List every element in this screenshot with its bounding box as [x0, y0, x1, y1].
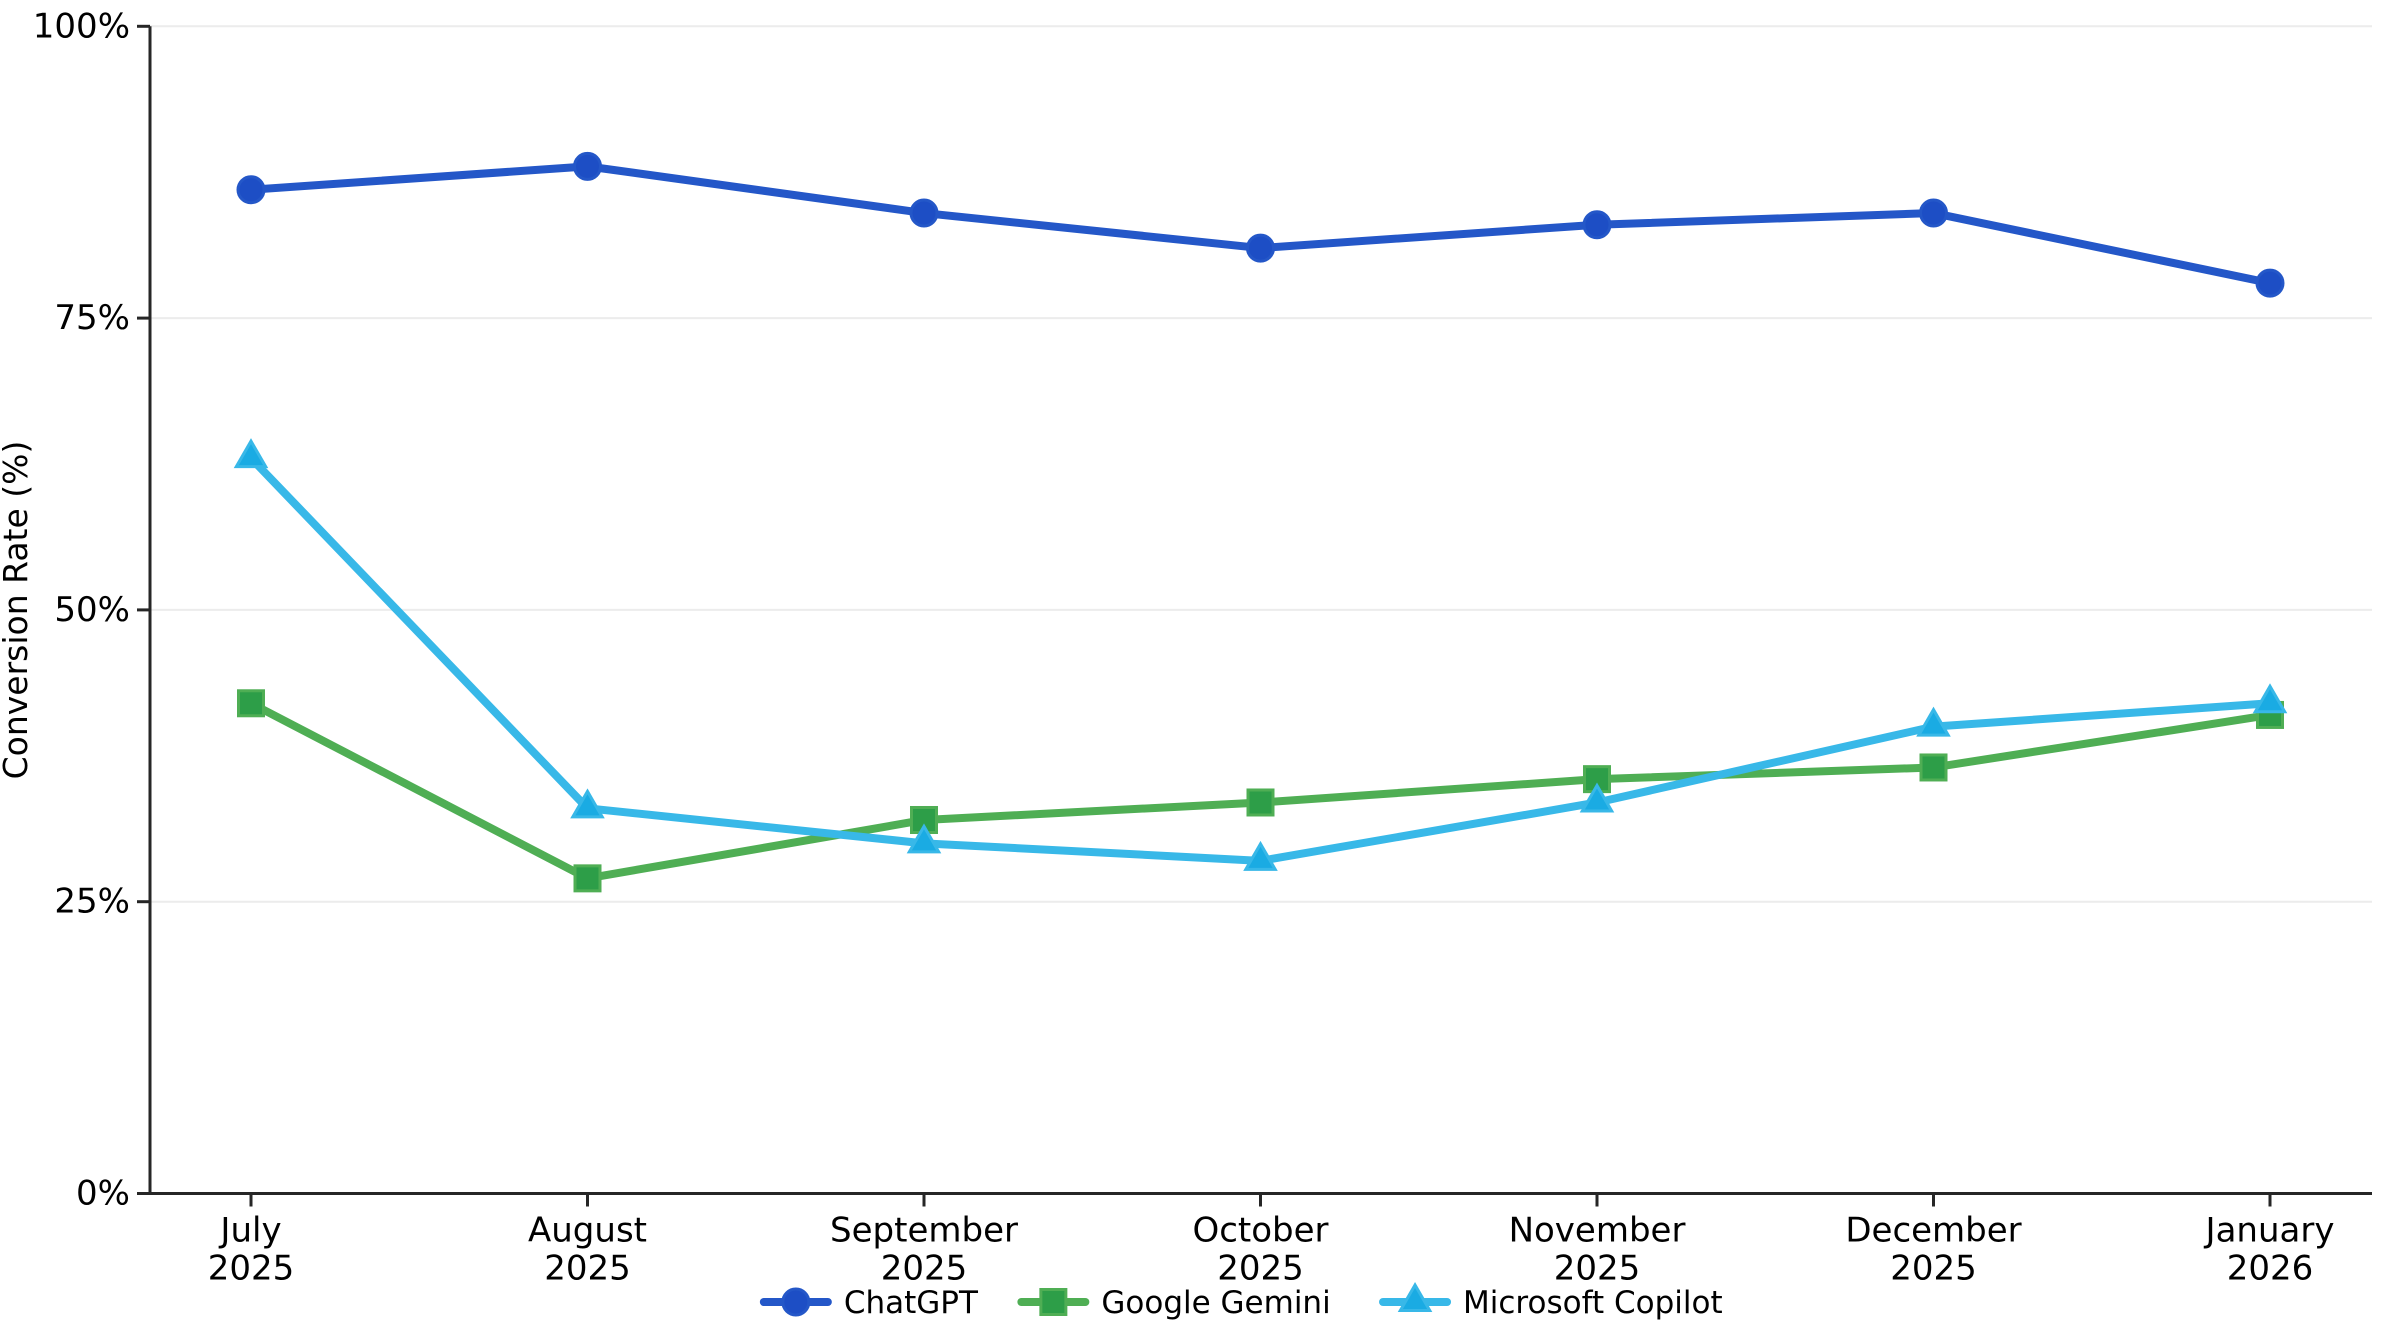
data-point-microsoft-copilot-0 — [233, 438, 269, 469]
x-tick-label-year-july-2025: 2025 — [208, 1249, 295, 1289]
legend-circle-icon-chatgpt — [781, 1287, 811, 1317]
y-tick-label-0%: 0% — [76, 1174, 130, 1214]
y-tick-label-75%: 75% — [54, 298, 130, 338]
data-point-chatgpt-0 — [236, 175, 266, 205]
legend-label-google-gemini: Google Gemini — [1101, 1285, 1330, 1321]
data-point-microsoft-copilot-6 — [2252, 683, 2288, 714]
legend-triangle-icon-microsoft-copilot — [1397, 1281, 1433, 1312]
data-point-microsoft-copilot-1 — [570, 788, 605, 819]
data-point-chatgpt-5 — [1919, 198, 1948, 228]
series-layer — [233, 151, 2288, 893]
x-tick-label-year-october-2025: 2025 — [1217, 1249, 1304, 1289]
data-point-google-gemini-0 — [237, 689, 265, 718]
data-point-chatgpt-6 — [2255, 268, 2285, 298]
data-point-chatgpt-3 — [1246, 233, 1275, 263]
x-tick-label-month-september-2025: September — [830, 1211, 1018, 1251]
x-tick-label-year-august-2025: 2025 — [544, 1249, 631, 1289]
x-tick-label-month-october-2025: October — [1192, 1211, 1328, 1251]
data-point-chatgpt-1 — [573, 151, 602, 181]
legend-label-microsoft-copilot: Microsoft Copilot — [1463, 1285, 1723, 1321]
x-tick-label-month-july-2025: July — [218, 1211, 281, 1251]
legend-label-chatgpt: ChatGPT — [844, 1285, 979, 1321]
x-tick-label-year-december-2025: 2025 — [1890, 1249, 1977, 1289]
legend-square-icon-google-gemini — [1039, 1288, 1068, 1316]
data-point-google-gemini-3 — [1246, 788, 1275, 817]
x-tick-label-month-august-2025: August — [528, 1211, 647, 1251]
x-tick-label-month-november-2025: November — [1509, 1211, 1686, 1251]
x-tick-label-year-january-2026: 2026 — [2227, 1249, 2314, 1289]
data-point-chatgpt-2 — [909, 198, 939, 228]
data-point-microsoft-copilot-4 — [1579, 782, 1615, 813]
series-line-chatgpt — [247, 162, 2274, 288]
legend: ChatGPT Google Gemini Microsoft Copilot — [759, 1281, 1723, 1321]
x-tick-label-month-january-2026: January — [2204, 1211, 2335, 1251]
y-tick-label-50%: 50% — [54, 590, 130, 630]
data-point-microsoft-copilot-3 — [1243, 840, 1278, 871]
axis-layer: 0%25%50%75%100%July2025August2025Septemb… — [33, 6, 2372, 1289]
data-point-google-gemini-5 — [1919, 753, 1948, 782]
data-point-microsoft-copilot-5 — [1916, 706, 1951, 737]
y-tick-label-25%: 25% — [54, 882, 130, 922]
y-tick-label-100%: 100% — [33, 6, 130, 46]
y-axis-title: Conversion Rate (%) — [0, 441, 35, 780]
data-point-google-gemini-1 — [573, 864, 602, 893]
x-tick-label-month-december-2025: December — [1845, 1211, 2021, 1251]
grid-layer — [150, 25, 2372, 903]
data-point-microsoft-copilot-2 — [906, 823, 942, 854]
x-tick-label-year-september-2025: 2025 — [881, 1249, 968, 1289]
data-point-chatgpt-4 — [1582, 210, 1612, 240]
x-tick-label-year-november-2025: 2025 — [1554, 1249, 1641, 1289]
